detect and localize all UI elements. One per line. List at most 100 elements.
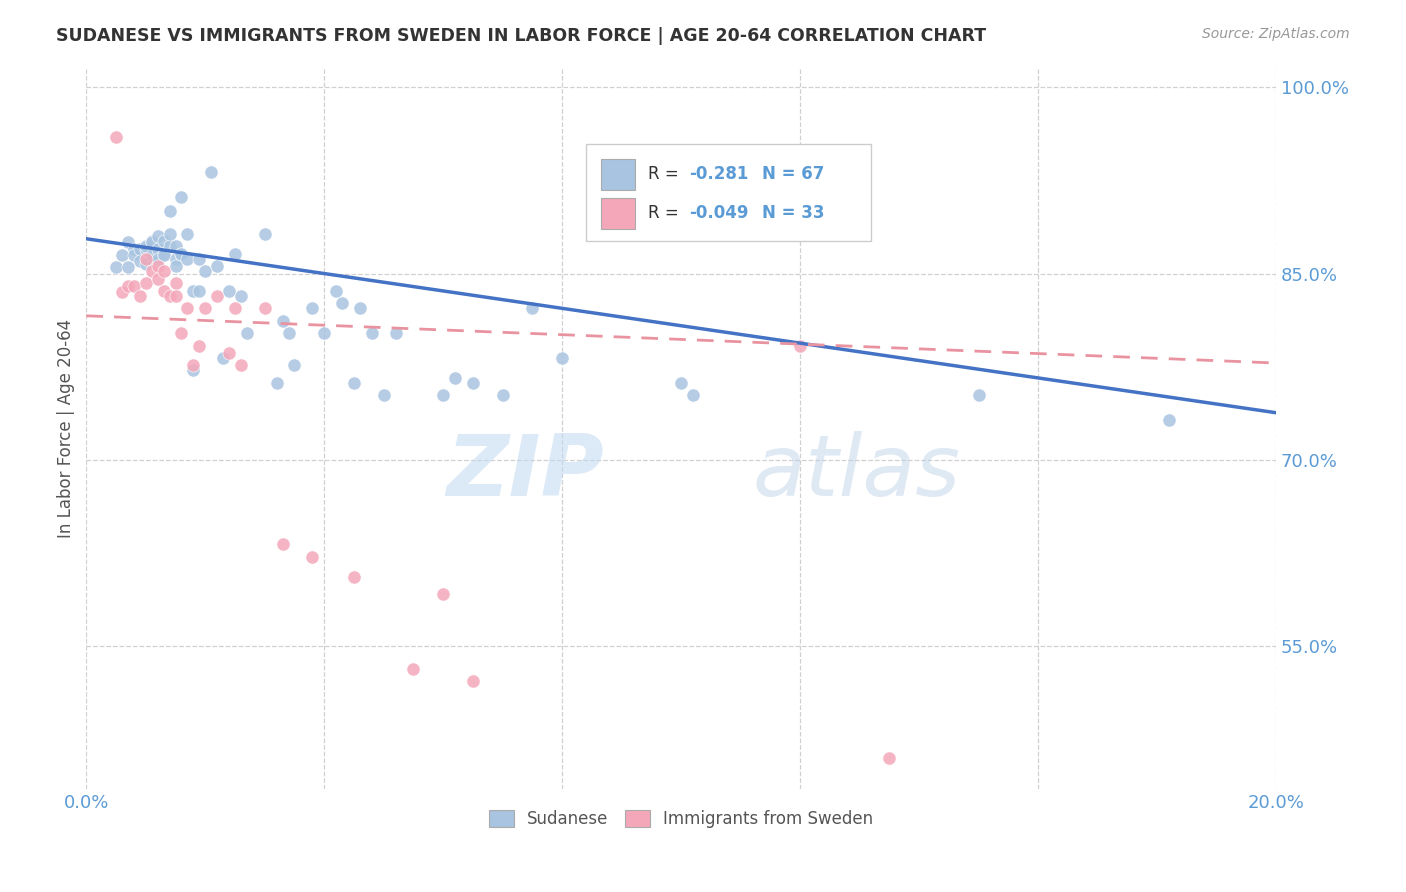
Point (159, 289, 181, 303)
Text: R =: R = (648, 165, 683, 183)
FancyBboxPatch shape (586, 145, 872, 242)
Point (141, 234, 163, 248)
Point (183, 363, 205, 377)
Point (229, 359, 252, 373)
FancyBboxPatch shape (602, 160, 634, 190)
Point (325, 284, 347, 298)
Point (152, 248, 174, 262)
Point (165, 252, 187, 266)
Point (492, 388, 515, 402)
Point (170, 326, 193, 341)
Point (194, 264, 217, 278)
Point (384, 326, 406, 341)
Point (146, 271, 169, 285)
Point (444, 371, 467, 385)
Point (682, 388, 704, 402)
Point (128, 289, 150, 303)
Point (105, 260, 128, 275)
Point (135, 252, 157, 266)
Point (105, 129, 128, 144)
Point (122, 279, 145, 293)
Point (283, 359, 305, 373)
Point (159, 204, 181, 219)
Point (146, 252, 169, 266)
Point (170, 246, 193, 260)
Point (165, 277, 187, 291)
Point (128, 254, 150, 268)
Point (373, 388, 395, 402)
Point (879, 751, 901, 765)
Y-axis label: In Labor Force | Age 20-64: In Labor Force | Age 20-64 (58, 319, 75, 539)
Point (330, 296, 353, 310)
Point (522, 301, 544, 316)
Point (188, 284, 211, 298)
Point (277, 326, 299, 341)
Point (253, 227, 276, 241)
Text: SUDANESE VS IMMIGRANTS FROM SWEDEN IN LABOR FORCE | AGE 20-64 CORRELATION CHART: SUDANESE VS IMMIGRANTS FROM SWEDEN IN LA… (56, 27, 987, 45)
Point (349, 301, 371, 316)
Point (194, 301, 217, 316)
Point (218, 284, 240, 298)
Point (271, 537, 294, 551)
Point (135, 242, 157, 256)
Text: -0.281: -0.281 (689, 165, 749, 183)
Text: -0.049: -0.049 (689, 204, 749, 222)
Point (152, 234, 174, 248)
Point (253, 301, 276, 316)
Point (170, 189, 193, 203)
Point (152, 246, 174, 260)
Point (122, 242, 145, 256)
Point (967, 388, 990, 402)
Point (141, 248, 163, 262)
Point (141, 235, 163, 250)
Point (224, 301, 246, 316)
Point (117, 260, 139, 275)
Point (432, 587, 454, 601)
Text: N = 67: N = 67 (762, 165, 824, 183)
Point (141, 264, 163, 278)
Point (135, 277, 157, 291)
Point (301, 549, 323, 564)
Point (266, 376, 288, 390)
Point (176, 252, 198, 266)
Point (551, 351, 574, 365)
Point (461, 674, 484, 689)
Point (188, 338, 211, 352)
Point (212, 351, 235, 365)
Point (432, 388, 454, 402)
Point (128, 242, 150, 256)
Text: R =: R = (648, 204, 683, 222)
Point (205, 259, 228, 273)
Point (135, 239, 157, 253)
Point (789, 338, 811, 352)
Text: atlas: atlas (752, 431, 960, 514)
Point (170, 246, 193, 260)
Point (135, 257, 157, 271)
Point (176, 301, 198, 316)
Point (152, 284, 174, 298)
Text: Source: ZipAtlas.com: Source: ZipAtlas.com (1202, 27, 1350, 41)
Point (117, 235, 139, 250)
Point (165, 239, 187, 253)
Text: N = 33: N = 33 (762, 204, 824, 222)
Point (314, 326, 336, 341)
Point (229, 289, 252, 303)
Point (159, 239, 181, 253)
Point (152, 264, 174, 278)
Point (122, 248, 145, 262)
Point (111, 285, 134, 300)
Point (200, 164, 222, 178)
Point (205, 289, 228, 303)
Point (224, 246, 246, 260)
Point (343, 570, 366, 584)
Point (111, 248, 134, 262)
Point (343, 376, 366, 390)
Point (146, 242, 169, 256)
FancyBboxPatch shape (602, 198, 634, 228)
Point (117, 279, 139, 293)
Point (183, 284, 205, 298)
Legend: Sudanese, Immigrants from Sweden: Sudanese, Immigrants from Sweden (482, 804, 880, 835)
Point (301, 301, 323, 316)
Point (146, 229, 169, 244)
Point (1157, 413, 1180, 427)
